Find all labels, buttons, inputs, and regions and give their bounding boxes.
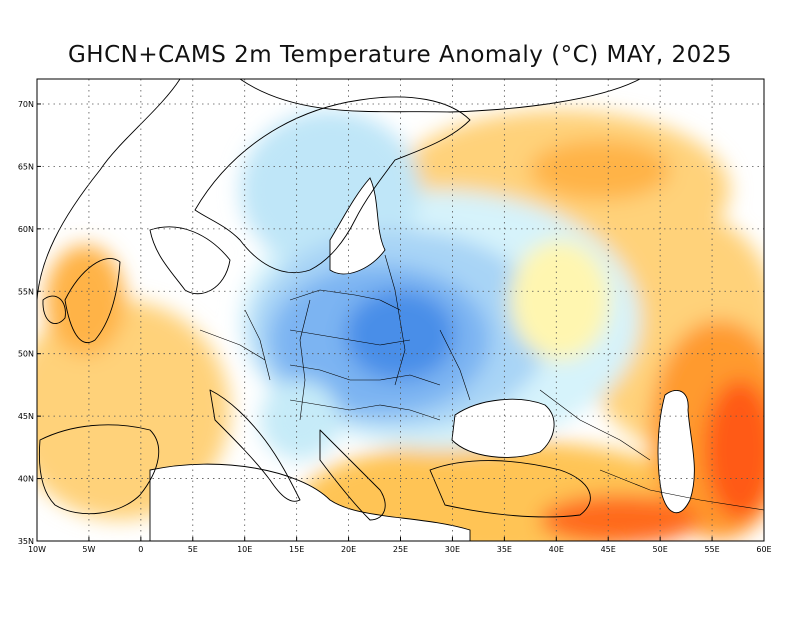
lat-tick-label: 65N: [18, 162, 34, 171]
lon-tick-label: 55E: [704, 545, 719, 554]
caspian-sea: [657, 390, 695, 513]
black-sea: [451, 398, 555, 458]
lat-tick-label: 60N: [18, 225, 34, 234]
lat-tick-label: 50N: [18, 350, 34, 359]
border-layer: [199, 254, 764, 511]
lat-tick-label: 55N: [18, 287, 34, 296]
lon-tick-label: 50E: [653, 545, 668, 554]
lat-tick-label: 40N: [18, 475, 34, 484]
lon-tick-label: 5E: [188, 545, 198, 554]
lon-tick-label: 10W: [28, 545, 46, 554]
shading-layer: [37, 79, 764, 541]
lon-tick-label: 60E: [756, 545, 771, 554]
gridlines: [37, 79, 764, 541]
lon-tick-label: 15E: [289, 545, 304, 554]
baltic-sea: [329, 177, 386, 275]
lon-tick-label: 5W: [82, 545, 95, 554]
lon-tick-label: 10E: [237, 545, 252, 554]
lon-tick-label: 35E: [497, 545, 512, 554]
lon-tick-label: 0: [138, 545, 143, 554]
coastline-layer: [38, 96, 591, 521]
lat-tick-label: 45N: [18, 412, 34, 421]
lon-tick-label: 40E: [549, 545, 564, 554]
mediterranean-sea: [149, 463, 471, 541]
atlantic-ocean: [37, 79, 181, 301]
lon-tick-label: 30E: [445, 545, 460, 554]
page-title: GHCN+CAMS 2m Temperature Anomaly (°C) MA…: [67, 42, 733, 68]
lon-tick-label: 45E: [601, 545, 616, 554]
axis-ticks: 10W 5W 0 5E 10E 15E 20E 25E 30E 35E 40E 45E 50E 55E 60…: [18, 100, 772, 554]
lon-tick-label: 25E: [393, 545, 408, 554]
lat-tick-label: 70N: [18, 100, 34, 109]
north-sea: [149, 226, 231, 295]
lon-tick-label: 20E: [341, 545, 356, 554]
lat-tick-label: 35N: [18, 537, 34, 546]
